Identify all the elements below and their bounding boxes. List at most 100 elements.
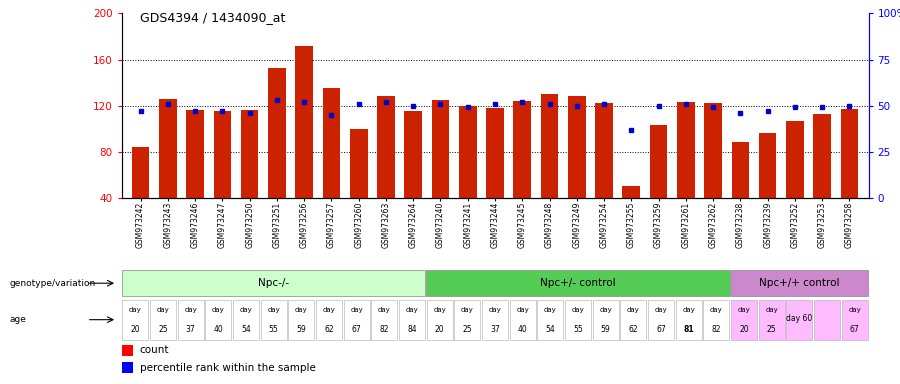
Text: 62: 62	[628, 325, 638, 334]
Bar	[650, 125, 668, 198]
Text: 59: 59	[296, 325, 306, 334]
Text: day: day	[433, 306, 446, 313]
Bar	[677, 102, 695, 198]
Bar	[213, 111, 231, 198]
Text: 67: 67	[656, 325, 666, 334]
Bar	[427, 270, 730, 296]
Bar	[150, 300, 176, 339]
Text: genotype/variation: genotype/variation	[9, 279, 95, 288]
Bar	[131, 147, 149, 198]
Text: day: day	[489, 306, 501, 313]
Text: day: day	[599, 306, 612, 313]
Bar	[565, 300, 591, 339]
Text: day: day	[239, 306, 252, 313]
Bar	[399, 300, 425, 339]
Text: day: day	[322, 306, 336, 313]
Text: 54: 54	[545, 325, 555, 334]
Text: day: day	[378, 306, 391, 313]
Bar	[595, 103, 613, 198]
Text: 25: 25	[463, 325, 473, 334]
Text: day: day	[350, 306, 363, 313]
Text: 20: 20	[739, 325, 749, 334]
Bar	[241, 110, 258, 198]
Text: day: day	[295, 306, 308, 313]
Bar	[841, 109, 859, 198]
Text: Npc+/- control: Npc+/- control	[540, 278, 616, 288]
Bar	[731, 270, 868, 296]
Bar	[372, 300, 397, 339]
Bar	[732, 142, 749, 198]
Bar	[759, 133, 777, 198]
Text: 84: 84	[407, 325, 417, 334]
Bar	[842, 300, 868, 339]
Text: 67: 67	[850, 325, 859, 334]
Bar	[814, 114, 831, 198]
Bar	[427, 300, 453, 339]
Text: day 60: day 60	[787, 314, 813, 323]
Bar	[205, 300, 231, 339]
Text: day: day	[849, 306, 861, 313]
Text: Npc+/+ control: Npc+/+ control	[759, 278, 840, 288]
Bar	[787, 300, 813, 339]
Text: day: day	[710, 306, 723, 313]
Bar	[704, 103, 722, 198]
Bar	[786, 121, 804, 198]
Text: day: day	[682, 306, 695, 313]
Bar	[703, 300, 729, 339]
Text: 20: 20	[435, 325, 445, 334]
Bar	[268, 68, 286, 198]
Bar	[759, 300, 785, 339]
Bar	[122, 270, 426, 296]
Bar	[537, 300, 563, 339]
Bar	[731, 300, 757, 339]
Text: 81: 81	[683, 325, 694, 334]
Text: GDS4394 / 1434090_at: GDS4394 / 1434090_at	[140, 12, 285, 25]
Text: day: day	[654, 306, 668, 313]
Text: day: day	[572, 306, 584, 313]
Text: 55: 55	[269, 325, 278, 334]
Bar	[186, 110, 204, 198]
Bar	[288, 300, 314, 339]
Text: day: day	[517, 306, 529, 313]
Bar	[122, 345, 133, 356]
Bar	[316, 300, 342, 339]
Bar	[814, 300, 840, 339]
Bar	[568, 96, 586, 198]
Text: day: day	[461, 306, 473, 313]
Text: percentile rank within the sample: percentile rank within the sample	[140, 362, 315, 373]
Text: day: day	[738, 306, 751, 313]
Bar	[620, 300, 646, 339]
Text: 82: 82	[380, 325, 389, 334]
Bar	[459, 106, 477, 198]
Bar	[648, 300, 674, 339]
Text: 67: 67	[352, 325, 362, 334]
Text: day: day	[627, 306, 640, 313]
Text: 40: 40	[213, 325, 223, 334]
Text: 62: 62	[324, 325, 334, 334]
Text: count: count	[140, 345, 169, 356]
Bar	[344, 300, 370, 339]
Text: day: day	[157, 306, 169, 313]
Text: 37: 37	[491, 325, 500, 334]
Bar	[322, 88, 340, 198]
Bar	[454, 300, 481, 339]
Bar	[233, 300, 259, 339]
Text: 54: 54	[241, 325, 251, 334]
Text: day: day	[267, 306, 280, 313]
Text: age: age	[9, 315, 26, 324]
Text: 37: 37	[185, 325, 195, 334]
Bar	[377, 96, 395, 198]
Text: day: day	[184, 306, 197, 313]
Bar	[432, 100, 449, 198]
Bar	[350, 129, 367, 198]
Text: Npc-/-: Npc-/-	[258, 278, 289, 288]
Text: 25: 25	[767, 325, 777, 334]
Text: 59: 59	[601, 325, 610, 334]
Text: day: day	[129, 306, 141, 313]
Text: day: day	[212, 306, 225, 313]
Bar	[261, 300, 287, 339]
Bar	[177, 300, 203, 339]
Bar	[486, 108, 504, 198]
Bar	[593, 300, 618, 339]
Text: 20: 20	[130, 325, 140, 334]
